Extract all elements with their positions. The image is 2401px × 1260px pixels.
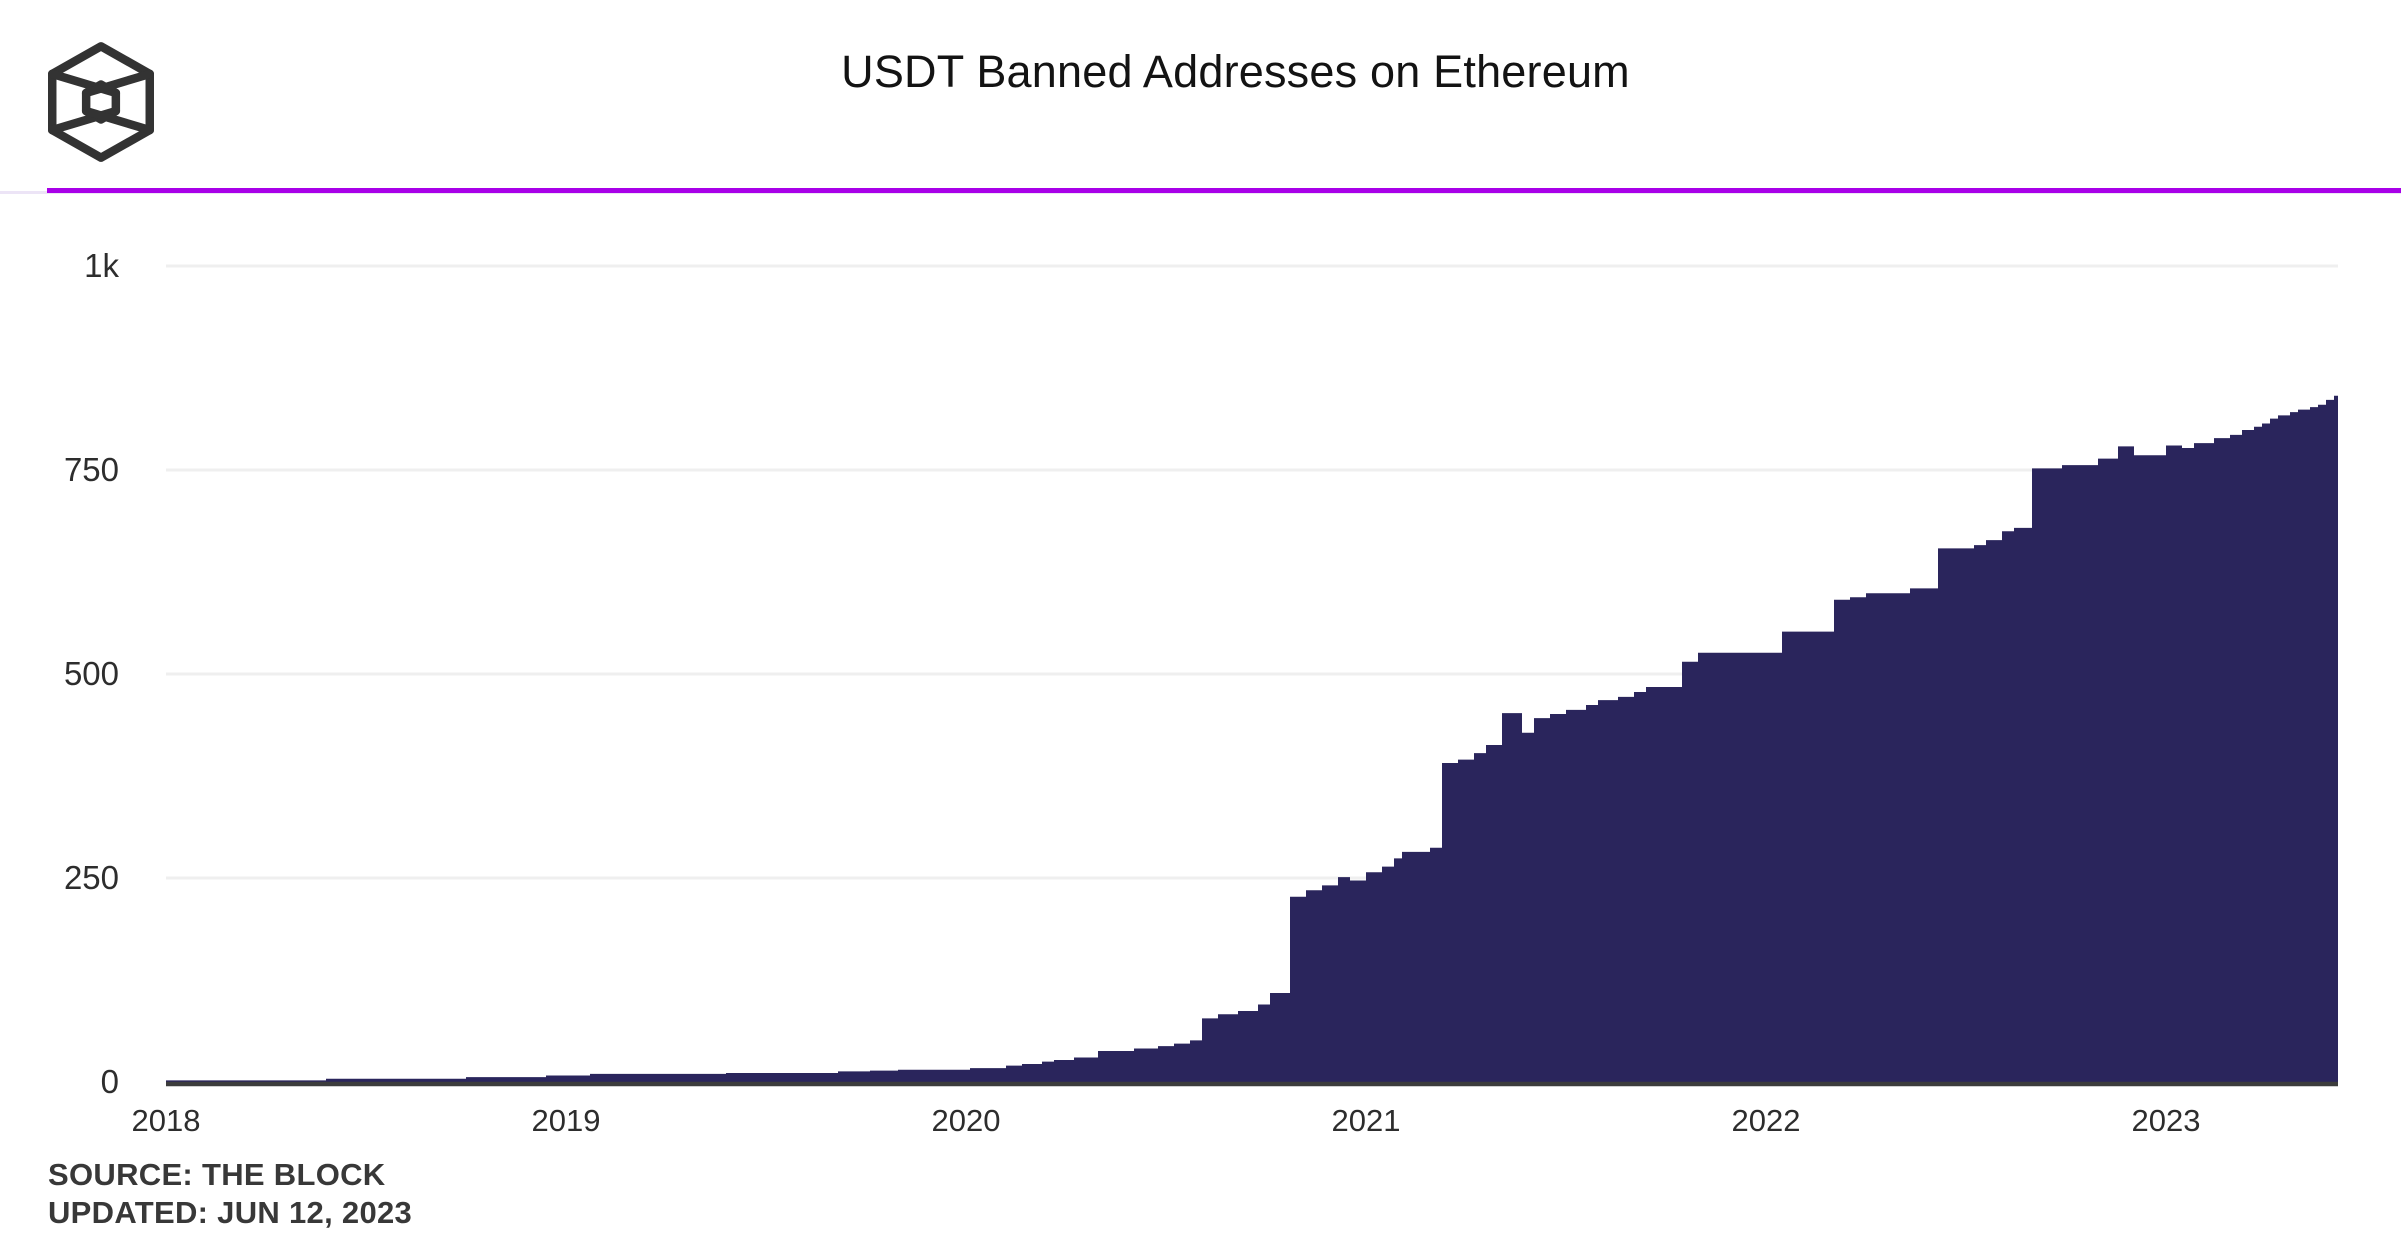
y-tick-label: 500 bbox=[63, 655, 119, 692]
updated-label: UPDATED: JUN 12, 2023 bbox=[48, 1195, 413, 1230]
y-tick-label: 1k bbox=[84, 247, 119, 284]
x-tick-label: 2020 bbox=[931, 1103, 1001, 1138]
logo-diagonal bbox=[81, 69, 154, 98]
x-tick-label: 2021 bbox=[1331, 1103, 1401, 1138]
source-label: SOURCE: THE BLOCK bbox=[48, 1157, 386, 1192]
chart-footer: SOURCE: THE BLOCK UPDATED: JUN 12, 2023 bbox=[48, 1156, 412, 1232]
y-tick-label: 750 bbox=[63, 451, 119, 488]
x-tick-label: 2019 bbox=[531, 1103, 601, 1138]
the-block-logo[interactable] bbox=[48, 42, 154, 162]
area-series[interactable] bbox=[166, 394, 2338, 1083]
y-tick-label: 0 bbox=[100, 1063, 119, 1100]
x-tick-label: 2023 bbox=[2131, 1103, 2201, 1138]
x-tick-label: 2022 bbox=[1731, 1103, 1801, 1138]
x-tick-label: 2018 bbox=[131, 1103, 201, 1138]
chart-title: USDT Banned Addresses on Ethereum bbox=[841, 46, 1630, 97]
divider-purple-line bbox=[47, 188, 2401, 193]
y-tick-label: 250 bbox=[63, 859, 119, 896]
logo-diagonal bbox=[81, 106, 154, 135]
